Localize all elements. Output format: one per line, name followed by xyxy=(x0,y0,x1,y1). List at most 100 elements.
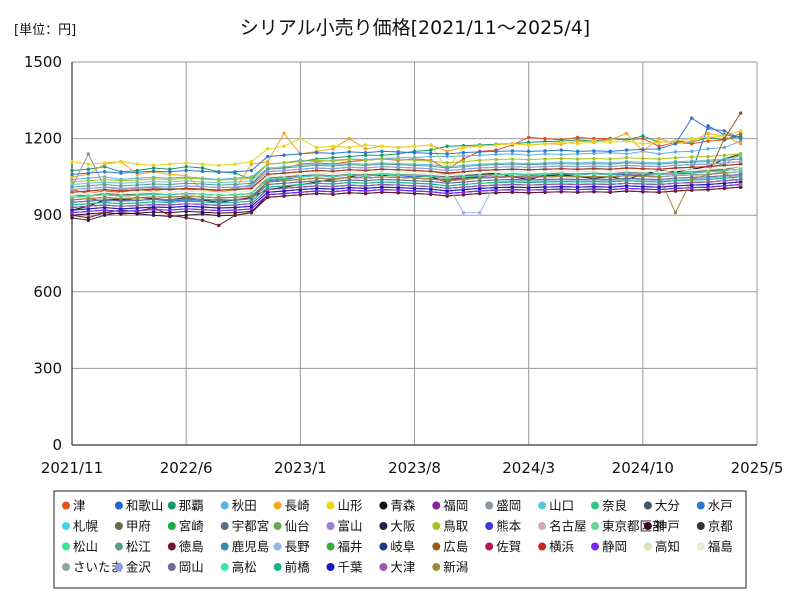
data-point xyxy=(396,180,400,185)
data-point xyxy=(690,185,694,190)
legend-marker xyxy=(273,501,282,510)
data-point xyxy=(168,205,172,210)
data-point xyxy=(657,187,661,192)
legend-marker xyxy=(432,522,441,530)
data-point xyxy=(380,172,384,177)
data-point xyxy=(559,164,563,168)
data-point xyxy=(347,170,351,175)
data-point xyxy=(624,189,629,193)
legend-label: 福島 xyxy=(708,539,733,554)
legend-item: 岐阜 xyxy=(379,539,415,554)
data-point xyxy=(266,195,270,200)
data-point xyxy=(478,168,482,173)
data-point xyxy=(184,173,188,178)
data-point xyxy=(608,180,612,184)
data-point xyxy=(331,190,335,194)
legend-label: 松山 xyxy=(73,539,98,554)
data-point xyxy=(706,159,710,164)
data-point xyxy=(673,156,678,160)
data-point xyxy=(347,183,351,187)
data-point xyxy=(86,199,91,203)
data-point xyxy=(429,164,433,168)
data-point xyxy=(217,223,221,228)
data-point xyxy=(314,171,319,175)
legend-item: 松江 xyxy=(114,539,151,554)
data-point xyxy=(706,175,710,179)
data-point xyxy=(494,157,498,162)
data-point xyxy=(510,170,515,174)
data-point xyxy=(624,186,629,191)
data-point xyxy=(624,152,629,156)
data-point xyxy=(575,170,580,174)
legend-label: 那覇 xyxy=(179,498,204,513)
data-point xyxy=(86,209,91,214)
data-point xyxy=(249,184,254,188)
legend-label: 甲府 xyxy=(126,519,151,534)
data-point xyxy=(282,153,286,157)
legend-item: 那覇 xyxy=(167,498,204,513)
data-point xyxy=(217,163,221,168)
data-point xyxy=(526,162,531,167)
data-point xyxy=(510,182,515,187)
legend-item: 長崎 xyxy=(273,498,310,513)
x-tick-label: 2025/5 xyxy=(731,459,784,477)
data-point xyxy=(119,179,123,183)
data-point xyxy=(249,181,254,185)
data-point xyxy=(461,157,466,161)
data-point xyxy=(559,190,563,194)
data-point xyxy=(151,169,156,173)
data-point xyxy=(102,180,107,184)
legend-marker xyxy=(167,563,176,571)
data-point xyxy=(119,194,123,198)
data-point xyxy=(624,131,629,136)
data-point xyxy=(592,164,596,168)
data-point xyxy=(249,191,254,196)
legend-label: 大阪 xyxy=(390,519,416,534)
data-point xyxy=(266,190,270,194)
data-point xyxy=(722,145,727,150)
series-千葉 xyxy=(70,180,743,212)
data-point xyxy=(70,200,74,205)
data-point xyxy=(641,147,645,152)
data-point xyxy=(559,184,563,189)
data-point xyxy=(722,186,727,191)
data-point xyxy=(168,180,172,184)
data-point xyxy=(608,140,612,145)
data-point xyxy=(608,182,612,187)
data-point xyxy=(592,179,596,184)
data-point xyxy=(233,177,237,182)
legend-label: 津 xyxy=(73,498,86,513)
y-tick-label: 1200 xyxy=(24,130,62,148)
data-point xyxy=(184,191,188,196)
data-point xyxy=(119,189,123,193)
data-point xyxy=(249,202,254,206)
data-point xyxy=(706,187,710,192)
data-point xyxy=(478,186,482,191)
data-point xyxy=(363,191,368,196)
legend-marker xyxy=(485,542,494,551)
data-point xyxy=(657,164,661,169)
data-point xyxy=(282,131,286,136)
data-point xyxy=(200,207,205,212)
data-point xyxy=(249,189,254,193)
data-point xyxy=(624,181,629,185)
data-point xyxy=(331,172,335,176)
data-point xyxy=(429,174,433,179)
data-point xyxy=(592,187,596,191)
data-point xyxy=(526,149,531,154)
data-point xyxy=(412,181,417,185)
data-point xyxy=(200,202,205,207)
data-point xyxy=(70,190,74,194)
data-point xyxy=(722,163,727,168)
data-point xyxy=(706,135,710,140)
data-point xyxy=(738,139,743,143)
y-tick-label: 600 xyxy=(33,283,62,301)
data-point xyxy=(314,189,319,193)
data-point xyxy=(445,171,449,175)
data-point xyxy=(184,216,188,220)
data-point xyxy=(70,182,74,187)
data-point xyxy=(722,161,727,165)
data-point xyxy=(690,177,694,182)
data-point xyxy=(331,174,335,179)
data-point xyxy=(494,168,498,172)
